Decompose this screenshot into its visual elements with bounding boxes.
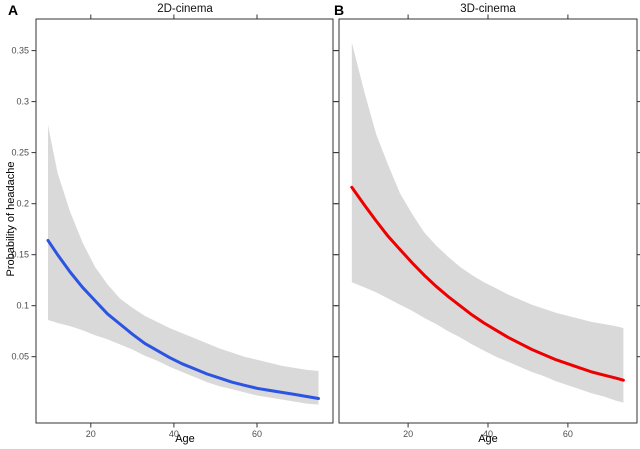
fit-line-a — [46, 238, 320, 400]
x-tick-label-a: 40 — [169, 429, 179, 439]
panel-a-label: A — [8, 2, 19, 18]
x-tick-label-b: 20 — [403, 429, 413, 439]
x-tick-label-b: 60 — [563, 429, 573, 439]
y-tick-label: 0.3 — [16, 97, 29, 107]
y-axis-title: Probability of headache — [5, 161, 17, 277]
fit-line-b — [350, 185, 625, 382]
x-tick-label-a: 60 — [252, 429, 262, 439]
y-tick-label: 0.35 — [11, 46, 29, 56]
panel-border-a — [35, 18, 334, 424]
y-tick-label: 0.25 — [11, 148, 29, 158]
x-axis-title-a: Age — [175, 433, 195, 445]
panel-b-title: 3D-cinema — [460, 3, 516, 15]
x-tick-label-a: 20 — [86, 429, 96, 439]
panel-b-label: B — [334, 2, 345, 18]
x-axis-title-b: Age — [478, 433, 498, 445]
x-tick-label-b: 40 — [483, 429, 493, 439]
y-tick-label: 0.2 — [16, 199, 29, 209]
y-tick-label: 0.1 — [16, 301, 29, 311]
confidence-band-a — [48, 125, 319, 405]
panel-a-title: 2D-cinema — [157, 3, 213, 15]
y-tick-label: 0.15 — [11, 250, 29, 260]
y-tick-label: 0.05 — [11, 352, 29, 362]
confidence-band-b — [351, 42, 624, 403]
